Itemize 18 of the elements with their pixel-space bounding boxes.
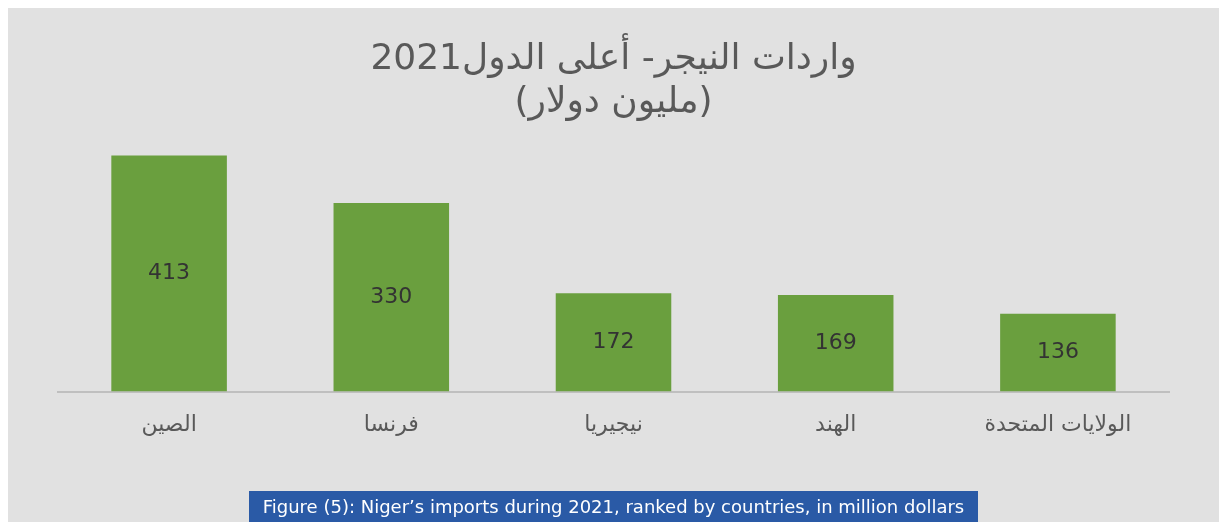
data-label: 136 [1036,338,1079,364]
bar [777,295,894,392]
chart-subtitle: (مليون دولار) [514,79,713,122]
x-tick-label: فرنسا [363,410,419,436]
bar [333,202,450,392]
x-tick-label: الصين [141,410,197,436]
x-tick-label: الولايات المتحدة [984,410,1132,436]
x-tick-label: الهند [815,410,857,436]
bar [1000,313,1116,392]
data-label: 330 [370,283,413,309]
text: Figure (5): Niger’s imports during 2021, ranked by countries, in million dollars [248,491,979,522]
data-label: 413 [148,259,191,285]
bar [555,293,672,392]
data-label: 169 [814,329,857,355]
bar [111,155,227,392]
chart-title: 2021واردات النيجر- أعلى الدول [370,32,857,78]
x-tick-label: نيجيريا [584,410,643,436]
data-label: 172 [592,328,635,354]
